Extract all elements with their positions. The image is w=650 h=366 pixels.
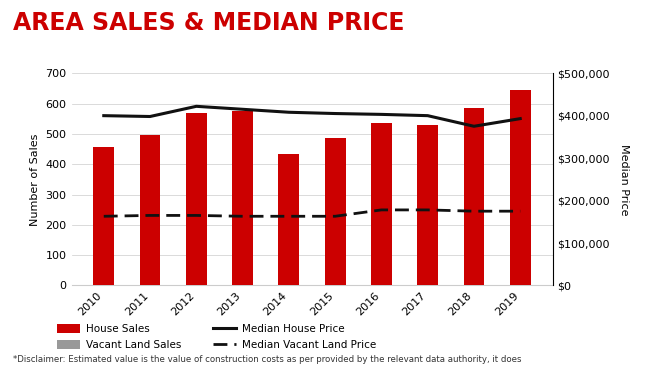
Line: Median Vacant Land Price: Median Vacant Land Price	[104, 210, 520, 216]
Bar	[232, 176, 253, 285]
Median House Price	[239, 107, 246, 112]
Line: Median House Price: Median House Price	[104, 106, 520, 126]
Median House Price	[470, 124, 478, 128]
Bar	[278, 154, 299, 285]
Text: *Disclaimer: Estimated value is the value of construction costs as per provided : *Disclaimer: Estimated value is the valu…	[13, 355, 521, 364]
Bar	[140, 184, 161, 285]
Median Vacant Land Price	[378, 208, 385, 212]
Bar	[278, 190, 299, 285]
Median House Price	[285, 110, 292, 115]
Median Vacant Land Price	[100, 214, 108, 219]
Bar	[325, 138, 346, 285]
Median Vacant Land Price	[192, 213, 200, 218]
Legend: House Sales, Vacant Land Sales, Median House Price, Median Vacant Land Price: House Sales, Vacant Land Sales, Median H…	[57, 324, 376, 350]
Y-axis label: Number of Sales: Number of Sales	[30, 133, 40, 225]
Median House Price	[378, 112, 385, 117]
Bar	[232, 111, 253, 285]
Bar	[463, 108, 484, 285]
Median House Price	[516, 116, 524, 121]
Median Vacant Land Price	[516, 209, 524, 213]
Median House Price	[192, 104, 200, 108]
Median Vacant Land Price	[239, 214, 246, 219]
Median House Price	[424, 113, 432, 118]
Bar	[94, 198, 114, 285]
Bar	[325, 202, 346, 285]
Bar	[94, 147, 114, 285]
Bar	[510, 220, 530, 285]
Median House Price	[332, 111, 339, 116]
Bar	[371, 123, 392, 285]
Median Vacant Land Price	[424, 208, 432, 212]
Median House Price	[146, 114, 154, 119]
Bar	[186, 113, 207, 285]
Median Vacant Land Price	[470, 209, 478, 213]
Median House Price	[100, 113, 108, 118]
Bar	[463, 237, 484, 285]
Median Vacant Land Price	[332, 214, 339, 219]
Text: AREA SALES & MEDIAN PRICE: AREA SALES & MEDIAN PRICE	[13, 11, 404, 35]
Y-axis label: Median Price: Median Price	[619, 143, 629, 215]
Bar	[140, 135, 161, 285]
Bar	[417, 220, 438, 285]
Bar	[510, 90, 530, 285]
Median Vacant Land Price	[146, 213, 154, 218]
Bar	[186, 181, 207, 285]
Bar	[371, 222, 392, 285]
Bar	[417, 125, 438, 285]
Median Vacant Land Price	[285, 214, 292, 219]
